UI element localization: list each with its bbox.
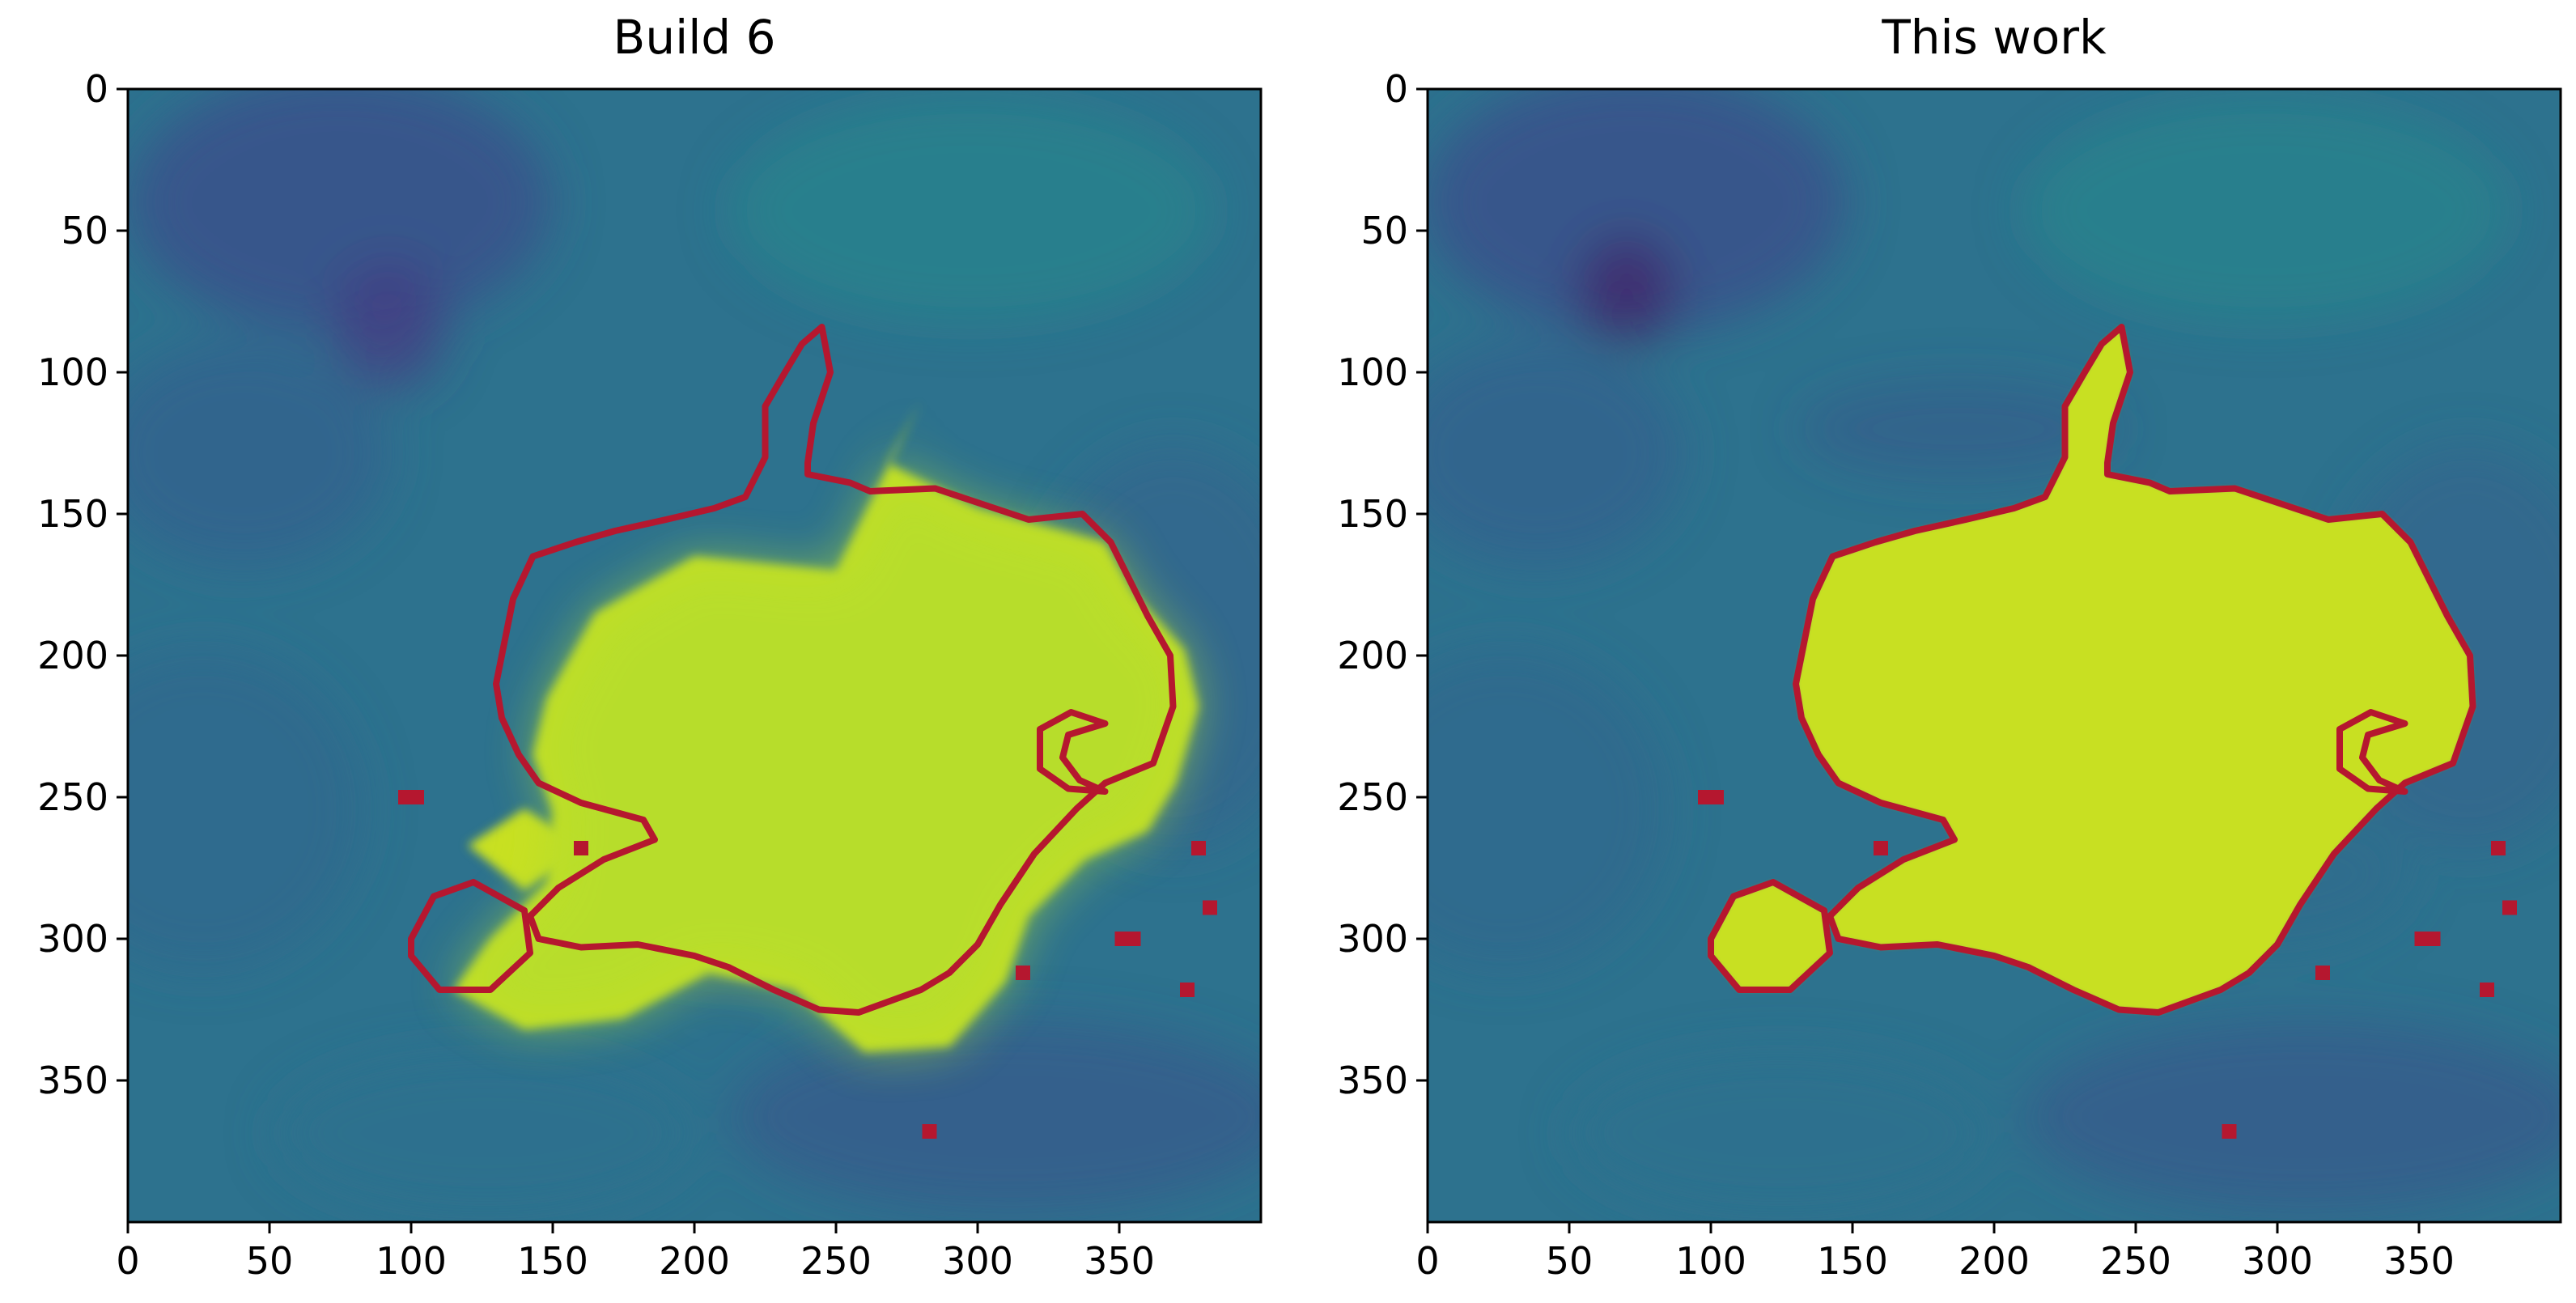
x-tick-label: 50 bbox=[246, 1239, 294, 1283]
panel-this-work: This work bbox=[1337, 10, 2562, 1283]
marker-point bbox=[1126, 932, 1141, 946]
marker-point bbox=[2222, 1124, 2237, 1139]
x-tick-label: 250 bbox=[2100, 1239, 2171, 1283]
contour-layer bbox=[1698, 324, 2517, 1139]
axis-ticks-right: 0 50 100 150 200 250 300 350 0 50 100 150 200 250 300 3… bbox=[1337, 67, 2455, 1283]
marker-point bbox=[922, 1124, 937, 1139]
x-tick-label: 100 bbox=[1675, 1239, 1746, 1283]
y-tick-label: 350 bbox=[1337, 1059, 1408, 1102]
heatmap-bright-region bbox=[1711, 327, 2473, 1012]
marker-point bbox=[2480, 983, 2494, 997]
x-tick-label: 0 bbox=[116, 1239, 139, 1283]
x-tick-label: 150 bbox=[1817, 1239, 1888, 1283]
marker-point bbox=[2491, 841, 2506, 855]
x-tick-label: 200 bbox=[659, 1239, 730, 1283]
y-tick-label: 250 bbox=[37, 775, 108, 819]
y-tick-label: 150 bbox=[1337, 492, 1408, 536]
marker-point bbox=[2502, 900, 2517, 915]
x-tick-label: 50 bbox=[1546, 1239, 1594, 1283]
marker-point bbox=[1698, 790, 1712, 804]
y-tick-label: 200 bbox=[37, 634, 108, 677]
marker-point bbox=[1874, 841, 1888, 855]
x-tick-label: 350 bbox=[1084, 1239, 1155, 1283]
marker-point bbox=[2425, 932, 2441, 946]
y-tick-label: 150 bbox=[37, 492, 108, 536]
panel-build-6: Build 6 bbox=[37, 10, 1263, 1283]
y-tick-label: 0 bbox=[85, 67, 108, 111]
marker-point bbox=[1709, 790, 1724, 804]
marker-point bbox=[1180, 983, 1195, 997]
y-tick-label: 350 bbox=[37, 1059, 108, 1102]
x-tick-label: 300 bbox=[2242, 1239, 2313, 1283]
y-tick-label: 100 bbox=[37, 350, 108, 394]
x-tick-label: 300 bbox=[942, 1239, 1013, 1283]
marker-point bbox=[1203, 900, 1217, 915]
marker-point bbox=[2315, 966, 2330, 980]
y-tick-label: 300 bbox=[37, 917, 108, 961]
marker-point bbox=[1191, 841, 1206, 855]
x-tick-label: 350 bbox=[2383, 1239, 2455, 1283]
y-tick-label: 50 bbox=[1360, 209, 1408, 253]
axis-ticks-left: 0 50 100 150 200 250 300 350 0 50 100 150 200 250 300 3… bbox=[37, 67, 1155, 1283]
y-tick-label: 200 bbox=[1337, 634, 1408, 677]
x-tick-label: 0 bbox=[1415, 1239, 1439, 1283]
x-tick-label: 150 bbox=[517, 1239, 588, 1283]
y-tick-label: 50 bbox=[61, 209, 108, 253]
panel-title-right: This work bbox=[1881, 10, 2107, 65]
y-tick-label: 100 bbox=[1337, 350, 1408, 394]
y-tick-label: 250 bbox=[1337, 775, 1408, 819]
x-tick-label: 200 bbox=[1959, 1239, 2030, 1283]
y-tick-label: 0 bbox=[1385, 67, 1408, 111]
marker-point bbox=[1016, 966, 1030, 980]
marker-point bbox=[2414, 932, 2430, 946]
marker-point bbox=[574, 841, 588, 855]
contour-layer bbox=[398, 324, 1217, 1139]
marker-point bbox=[410, 790, 424, 804]
marker-point bbox=[1114, 932, 1130, 946]
y-tick-label: 300 bbox=[1337, 917, 1408, 961]
panel-title-left: Build 6 bbox=[613, 10, 776, 65]
x-tick-label: 250 bbox=[800, 1239, 872, 1283]
marker-point bbox=[398, 790, 413, 804]
x-tick-label: 100 bbox=[376, 1239, 447, 1283]
